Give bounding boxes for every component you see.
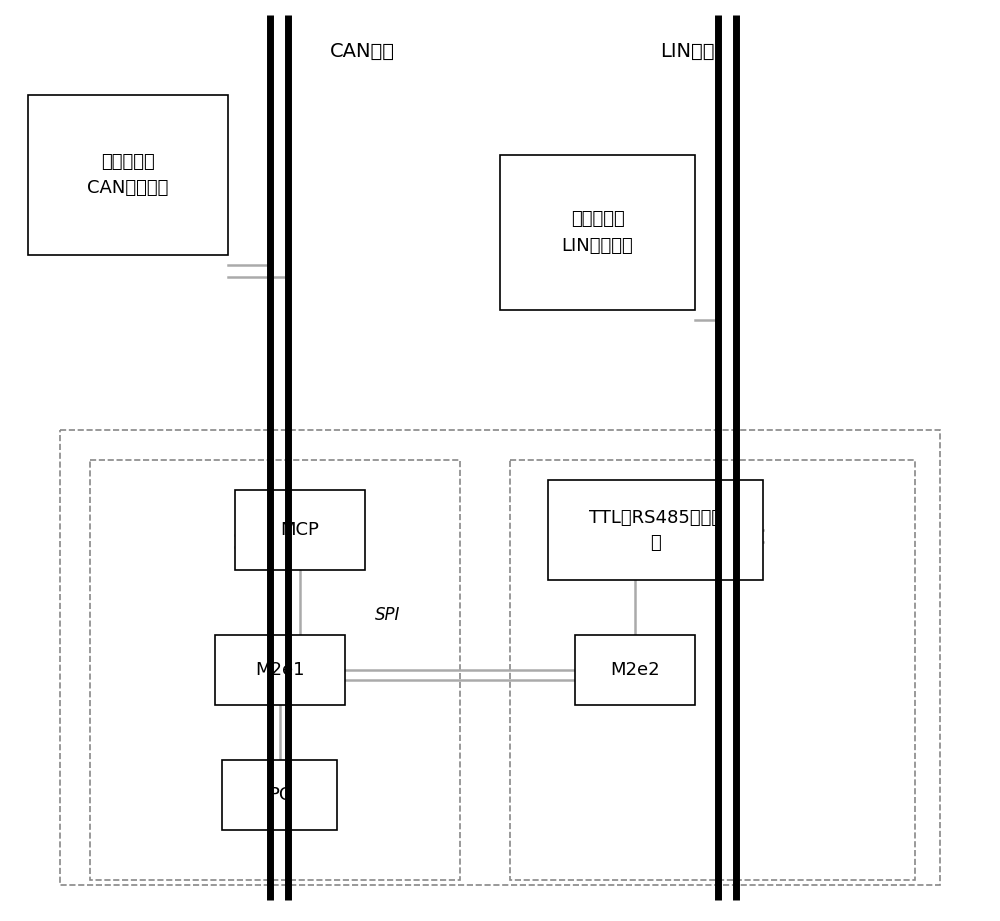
- Bar: [575, 635, 695, 705]
- Text: TTL与RS485转换模
块: TTL与RS485转换模 块: [589, 508, 722, 552]
- Bar: [500, 155, 695, 310]
- Bar: [28, 95, 228, 255]
- Bar: [215, 635, 345, 705]
- Text: SPI: SPI: [375, 606, 400, 624]
- Text: 一个或多个
LIN通信模块: 一个或多个 LIN通信模块: [562, 210, 633, 255]
- Bar: [548, 480, 763, 580]
- Bar: [235, 490, 365, 570]
- Text: M2e1: M2e1: [255, 661, 305, 679]
- Text: PC: PC: [268, 786, 291, 804]
- Bar: [90, 460, 460, 880]
- Text: CAN总线: CAN总线: [330, 42, 395, 61]
- Text: MCP: MCP: [281, 521, 319, 539]
- Bar: [510, 460, 915, 880]
- Text: LIN总线: LIN总线: [660, 42, 714, 61]
- Bar: [222, 760, 337, 830]
- Bar: [60, 430, 940, 885]
- Text: 一个或多个
CAN通信模块: 一个或多个 CAN通信模块: [87, 153, 169, 197]
- Text: M2e2: M2e2: [610, 661, 660, 679]
